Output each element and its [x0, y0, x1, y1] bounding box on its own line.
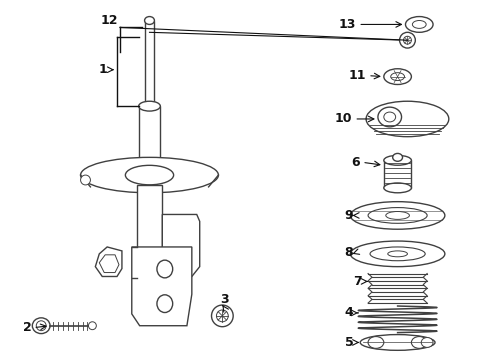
- Ellipse shape: [212, 305, 233, 327]
- Ellipse shape: [391, 73, 405, 81]
- Bar: [384, 160, 412, 188]
- Ellipse shape: [32, 318, 50, 334]
- Ellipse shape: [139, 160, 160, 170]
- Ellipse shape: [388, 251, 408, 257]
- Ellipse shape: [368, 208, 427, 223]
- Polygon shape: [132, 247, 192, 326]
- Text: 7: 7: [353, 275, 362, 288]
- Text: 11: 11: [348, 69, 366, 82]
- Ellipse shape: [370, 247, 425, 261]
- Ellipse shape: [399, 32, 416, 48]
- Ellipse shape: [384, 69, 412, 85]
- Ellipse shape: [421, 338, 433, 347]
- Ellipse shape: [384, 112, 395, 122]
- Bar: [139, 106, 160, 165]
- Polygon shape: [96, 247, 122, 276]
- Ellipse shape: [350, 241, 445, 267]
- Ellipse shape: [386, 212, 410, 219]
- Ellipse shape: [366, 101, 449, 137]
- Text: 13: 13: [339, 18, 356, 31]
- Ellipse shape: [378, 107, 401, 127]
- Text: 10: 10: [335, 112, 352, 125]
- Ellipse shape: [145, 106, 154, 113]
- Text: 9: 9: [344, 209, 353, 222]
- Ellipse shape: [80, 157, 219, 193]
- Ellipse shape: [384, 156, 412, 165]
- Ellipse shape: [125, 165, 173, 185]
- Ellipse shape: [384, 183, 412, 193]
- Ellipse shape: [139, 101, 160, 111]
- Text: 6: 6: [351, 156, 360, 169]
- Ellipse shape: [404, 36, 412, 44]
- Ellipse shape: [217, 310, 228, 322]
- Text: 3: 3: [220, 293, 229, 306]
- Ellipse shape: [406, 17, 433, 32]
- Bar: [137, 185, 162, 278]
- Ellipse shape: [368, 337, 384, 348]
- Text: 12: 12: [100, 14, 118, 27]
- Ellipse shape: [89, 322, 97, 330]
- Ellipse shape: [412, 337, 427, 348]
- Ellipse shape: [157, 260, 172, 278]
- Ellipse shape: [145, 17, 154, 24]
- Text: 8: 8: [344, 246, 353, 259]
- Ellipse shape: [392, 153, 402, 161]
- Text: 5: 5: [344, 336, 353, 349]
- Ellipse shape: [36, 321, 46, 330]
- Ellipse shape: [360, 334, 435, 350]
- Bar: [145, 21, 154, 109]
- Ellipse shape: [413, 21, 426, 28]
- Text: 1: 1: [98, 63, 107, 76]
- Polygon shape: [162, 215, 200, 276]
- Text: 2: 2: [23, 321, 31, 334]
- Ellipse shape: [157, 295, 172, 312]
- Ellipse shape: [80, 175, 91, 185]
- Text: 4: 4: [344, 306, 353, 319]
- Ellipse shape: [350, 202, 445, 229]
- Polygon shape: [99, 255, 119, 273]
